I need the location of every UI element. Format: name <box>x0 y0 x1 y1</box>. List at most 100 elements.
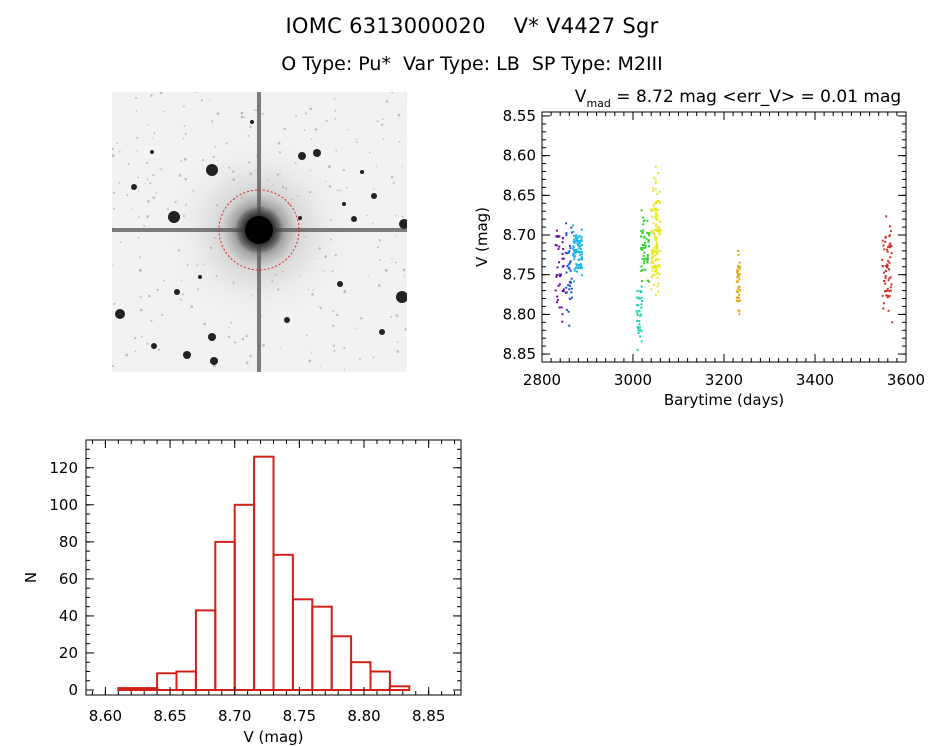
data-point <box>639 290 642 293</box>
data-point <box>575 237 577 240</box>
field-star <box>342 202 346 206</box>
data-point <box>643 244 646 247</box>
data-point <box>889 289 892 292</box>
data-point <box>573 251 576 254</box>
data-point <box>575 240 578 243</box>
data-point <box>576 243 579 246</box>
data-point <box>735 290 738 293</box>
data-point <box>644 246 647 249</box>
light-curve-chart: 2800 3000 3200 3400 3600 8.55 8.60 8.65 8.70 8.75… <box>473 87 925 409</box>
field-star <box>360 170 364 174</box>
data-point <box>565 308 568 311</box>
data-point <box>641 258 644 260</box>
data-point <box>656 247 659 250</box>
chart-title-object-ids: IOMC 6313000020 V* V4427 Sgr <box>285 14 659 38</box>
data-point <box>569 247 572 250</box>
histogram-bar <box>350 661 372 692</box>
data-point <box>555 229 558 232</box>
data-point <box>658 201 661 204</box>
data-point <box>568 250 571 253</box>
data-point <box>738 310 741 313</box>
data-point <box>654 254 657 257</box>
data-point <box>556 301 558 304</box>
data-point <box>655 218 658 221</box>
data-point <box>885 289 888 292</box>
data-point <box>638 310 641 313</box>
data-point <box>561 313 564 316</box>
data-point <box>568 244 571 247</box>
data-point <box>888 268 891 271</box>
data-point <box>570 296 573 299</box>
data-point <box>570 231 573 234</box>
data-point <box>737 273 739 276</box>
histogram-bar <box>136 687 159 691</box>
histogram-bar <box>156 672 178 691</box>
data-point <box>650 229 653 232</box>
data-point <box>637 332 640 334</box>
field-star <box>174 289 180 295</box>
data-point <box>561 320 564 323</box>
data-point <box>560 306 563 309</box>
data-point <box>653 202 656 205</box>
histogram-bar <box>214 540 236 692</box>
data-point <box>642 247 645 249</box>
data-point <box>640 296 643 299</box>
data-point <box>572 240 575 243</box>
field-star <box>250 120 254 124</box>
data-point <box>646 232 649 235</box>
chart-title-types: O Type: Pu* Var Type: LB SP Type: M2III <box>281 53 663 75</box>
field-star <box>151 343 157 349</box>
data-point <box>638 323 641 326</box>
data-point <box>572 230 575 233</box>
data-point <box>886 287 889 290</box>
data-point <box>648 280 650 283</box>
data-point <box>643 257 646 260</box>
data-point <box>576 264 579 267</box>
data-point <box>637 296 640 299</box>
data-point <box>561 236 564 239</box>
data-point <box>557 248 560 251</box>
y-tick-label: 80 <box>59 533 78 551</box>
data-point <box>652 249 655 252</box>
data-point <box>654 268 657 271</box>
data-point <box>658 191 661 193</box>
data-point <box>643 251 646 254</box>
histogram-bars <box>117 455 411 692</box>
data-point <box>647 240 650 243</box>
data-point <box>884 235 887 238</box>
data-point <box>651 269 654 272</box>
x-tick-label: 2800 <box>523 371 561 389</box>
data-point <box>640 269 643 272</box>
data-point <box>886 250 889 253</box>
data-point <box>555 244 558 247</box>
data-point <box>881 258 884 261</box>
data-point <box>564 251 567 254</box>
data-point <box>646 279 649 282</box>
data-point <box>735 280 738 283</box>
data-point <box>580 264 583 267</box>
data-point <box>565 222 568 225</box>
data-point <box>581 266 583 269</box>
data-point <box>652 265 655 268</box>
data-point <box>638 326 641 329</box>
data-point <box>644 244 647 247</box>
data-point <box>651 273 654 276</box>
data-point <box>636 290 639 292</box>
data-point <box>658 258 660 261</box>
data-point <box>640 303 643 306</box>
data-point <box>562 290 565 293</box>
histogram-bar <box>272 553 294 691</box>
data-point <box>643 260 646 263</box>
field-star <box>168 211 180 223</box>
data-point <box>574 255 577 258</box>
data-point <box>735 299 738 302</box>
data-point <box>645 257 648 260</box>
data-point <box>657 232 660 235</box>
data-point <box>889 276 892 279</box>
histogram-bar <box>117 687 139 691</box>
data-point <box>556 266 559 269</box>
data-point <box>737 286 740 289</box>
field-star <box>298 216 302 220</box>
data-point <box>578 264 581 266</box>
field-star <box>337 281 343 287</box>
